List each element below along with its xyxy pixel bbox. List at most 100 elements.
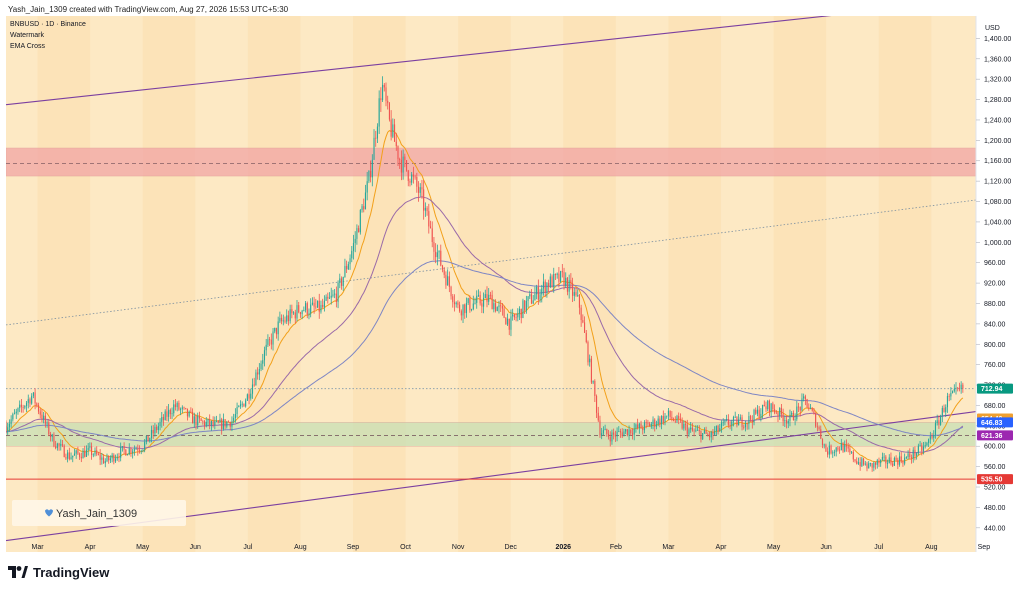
candle-body xyxy=(63,445,65,457)
candle-body xyxy=(236,406,238,415)
candle-body xyxy=(82,450,84,459)
price-axis[interactable] xyxy=(976,16,1018,552)
indicator-ema-cross: EMA Cross xyxy=(10,43,46,50)
candle-body xyxy=(128,448,130,455)
candle-body xyxy=(426,207,428,212)
price-chart[interactable]: USD 440.00480.00520.00560.00600.00640.00… xyxy=(5,16,1018,552)
candle-body xyxy=(883,456,885,458)
price-tag-box xyxy=(977,417,1013,428)
chart-area[interactable]: USD 440.00480.00520.00560.00600.00640.00… xyxy=(5,16,1018,552)
candle-body xyxy=(459,304,461,312)
candle-body xyxy=(310,304,312,314)
candle-body xyxy=(486,294,488,302)
candle-body xyxy=(60,444,62,446)
x-tick-label: Apr xyxy=(85,544,97,551)
candle-body xyxy=(780,407,782,415)
candle-body xyxy=(768,400,770,413)
candle-body xyxy=(43,415,45,420)
candle-body xyxy=(590,358,592,383)
candle-body xyxy=(844,444,846,452)
candle-body xyxy=(681,420,683,429)
candle-body xyxy=(361,206,363,211)
candle-body xyxy=(696,429,699,431)
candle-body xyxy=(952,391,954,393)
horizontal-lines xyxy=(6,388,976,480)
candle-body xyxy=(328,297,331,299)
candle-body xyxy=(417,186,420,193)
candle-body xyxy=(316,300,319,308)
candle-body xyxy=(448,276,450,287)
candle-body xyxy=(299,312,301,315)
candle-body xyxy=(150,430,153,439)
candle-body xyxy=(99,454,101,460)
candle-body xyxy=(720,422,723,429)
watermark-text: Yash_Jain_1309 xyxy=(56,508,137,520)
candle-body xyxy=(508,318,510,330)
candle-body xyxy=(676,416,678,422)
x-tick-label: 2026 xyxy=(556,544,572,551)
candle-body xyxy=(125,449,127,456)
candle-body xyxy=(791,413,793,415)
candle-body xyxy=(796,406,798,420)
candle-body xyxy=(452,296,454,303)
candle-body xyxy=(943,407,945,413)
candle-body xyxy=(738,419,740,426)
x-tick-label: Feb xyxy=(610,544,622,551)
candle-body xyxy=(897,459,899,465)
month-band xyxy=(37,16,91,552)
candle-body xyxy=(308,313,310,315)
candle-body xyxy=(453,302,456,305)
candle-body xyxy=(684,424,687,425)
candle-body xyxy=(455,302,457,305)
candle-body xyxy=(397,146,399,160)
zones xyxy=(5,147,977,447)
candle-body xyxy=(580,307,582,321)
candle-body xyxy=(315,306,317,308)
candle-body xyxy=(483,298,485,307)
candle-body xyxy=(178,402,180,410)
candle-body xyxy=(89,446,91,448)
candle-body xyxy=(313,302,315,307)
candle-body xyxy=(881,457,883,460)
candle-body xyxy=(734,416,736,418)
candle-body xyxy=(763,404,765,407)
candle-body xyxy=(476,295,478,303)
candle-body xyxy=(890,457,892,464)
candle-body xyxy=(609,436,611,442)
candle-body xyxy=(573,292,575,296)
candle-body xyxy=(892,463,894,466)
candle-body xyxy=(17,408,19,412)
candle-body xyxy=(857,462,860,464)
candle-body xyxy=(364,192,367,210)
candle-body xyxy=(638,423,640,429)
candle-body xyxy=(200,418,202,422)
candle-body xyxy=(739,417,741,420)
candle-body xyxy=(73,453,76,456)
candle-body xyxy=(647,422,649,424)
candle-body xyxy=(661,415,663,425)
candle-body xyxy=(323,300,325,307)
candle-body xyxy=(938,420,940,425)
candle-body xyxy=(126,454,129,456)
candle-body xyxy=(548,283,550,288)
candle-body xyxy=(900,456,902,462)
tradingview-logo[interactable]: TradingView xyxy=(8,564,109,580)
candle-body xyxy=(671,416,673,419)
candle-body xyxy=(649,423,651,427)
candle-body xyxy=(517,313,519,318)
candle-body xyxy=(806,398,808,408)
candle-body xyxy=(563,272,565,286)
candle-body xyxy=(96,450,98,455)
candle-body xyxy=(722,422,724,424)
candle-body xyxy=(166,411,168,417)
candle-body xyxy=(214,421,216,426)
candle-body xyxy=(849,448,851,453)
candle-body xyxy=(349,258,351,265)
candle-body xyxy=(599,420,601,436)
candle-body xyxy=(717,425,719,432)
candle-body xyxy=(619,431,622,433)
candles[interactable] xyxy=(6,76,964,472)
candle-body xyxy=(342,277,344,286)
candle-body xyxy=(821,438,824,445)
candle-body xyxy=(19,404,21,409)
